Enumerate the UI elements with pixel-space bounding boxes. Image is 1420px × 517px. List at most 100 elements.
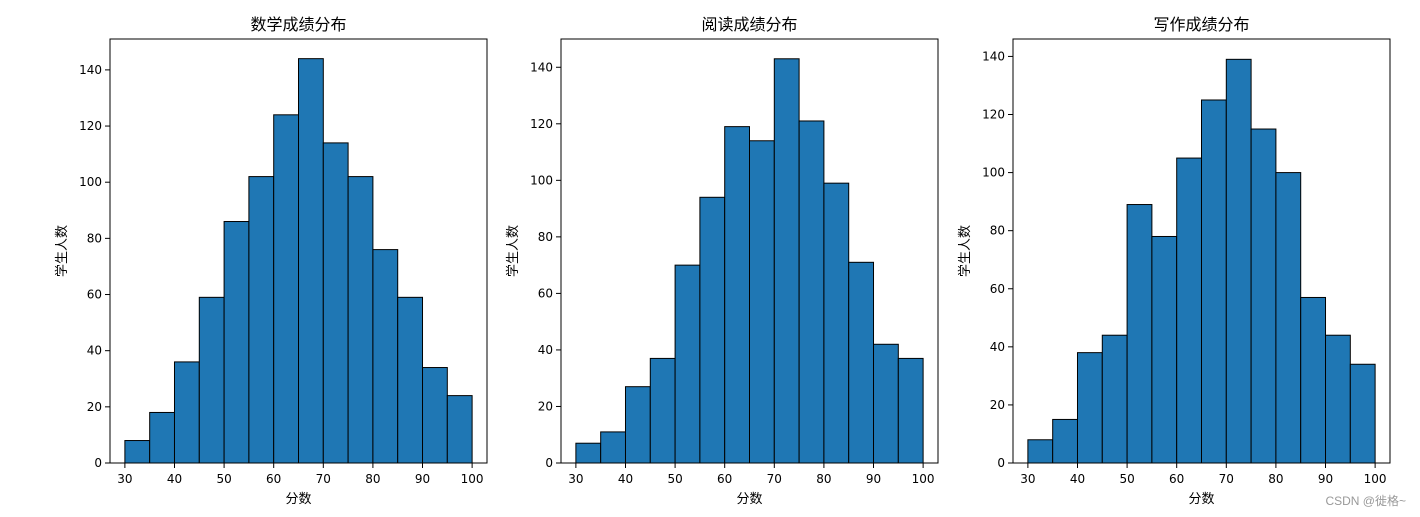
y-tick-label: 100: [982, 166, 1005, 180]
histogram-bar: [1325, 334, 1351, 464]
y-tick-label: 140: [79, 63, 102, 77]
histogram-bar: [699, 196, 726, 464]
y-tick-label: 80: [990, 224, 1005, 238]
subplot-1: 30 40 50 60 70 80 90 100 0 20 40 60 80 100 120 140 数学成绩分…: [54, 15, 488, 507]
histogram-bar: [298, 58, 324, 464]
histogram-bar: [1151, 235, 1178, 464]
x-tick-label: 90: [866, 472, 881, 486]
y-tick-label: 120: [982, 108, 1005, 122]
histogram-bar: [397, 296, 424, 464]
y-tick-label: 60: [990, 282, 1005, 296]
histogram-bar: [823, 182, 850, 464]
x-tick-label: 60: [266, 472, 281, 486]
histogram-bar: [149, 411, 175, 464]
y-tick-label: 100: [530, 173, 553, 187]
x-tick-label: 100: [912, 472, 935, 486]
y-tick-label: 40: [538, 343, 553, 357]
histogram-bar: [273, 114, 299, 464]
y-tick-label: 80: [87, 231, 102, 245]
subplot-3: 30 40 50 60 70 80 90 100 0 20 40 60 80 100 120 140 写作成绩分…: [957, 15, 1391, 507]
histogram-bar: [649, 357, 676, 464]
x-tick-label: 50: [216, 472, 231, 486]
x-tick-label: 100: [461, 472, 484, 486]
y-tick-label: 40: [87, 344, 102, 358]
y-tick-label: 120: [530, 117, 553, 131]
histogram-bar: [1349, 363, 1376, 464]
y-axis-label: 学生人数: [505, 225, 521, 277]
x-axis-label: 分数: [1188, 492, 1214, 507]
y-tick-label: 120: [79, 119, 102, 133]
x-tick-label: 40: [618, 472, 633, 486]
y-tick-label: 20: [87, 400, 102, 414]
x-tick-label: 30: [1020, 472, 1035, 486]
y-axis-label: 学生人数: [957, 225, 973, 277]
x-axis-label: 分数: [285, 492, 311, 507]
y-tick-label: 40: [990, 340, 1005, 354]
histogram-bar: [897, 357, 924, 464]
histogram-bar: [173, 361, 200, 464]
histogram-bar: [773, 58, 800, 464]
histogram-bar: [446, 395, 473, 464]
y-tick-label: 140: [530, 60, 553, 74]
x-tick-label: 70: [767, 472, 782, 486]
x-axis-label: 分数: [736, 492, 762, 507]
x-tick-label: 40: [167, 472, 182, 486]
y-tick-label: 60: [87, 288, 102, 302]
histogram-bar: [848, 261, 875, 464]
y-tick-label: 60: [538, 286, 553, 300]
histogram-bar: [1225, 58, 1252, 464]
axes-frame: [560, 38, 939, 464]
histogram-bar: [873, 343, 899, 464]
histogram-bar: [198, 296, 225, 464]
histogram-bar: [1300, 296, 1327, 464]
y-tick-label: 20: [538, 399, 553, 413]
histogram-bar: [124, 440, 151, 464]
histogram-bar: [347, 176, 374, 464]
histogram-bar: [1101, 334, 1128, 464]
chart-title: 数学成绩分布: [250, 15, 346, 34]
x-tick-label: 80: [365, 472, 380, 486]
histogram-bar: [1250, 128, 1277, 464]
histogram-bar: [1126, 204, 1153, 464]
histogram-bar: [798, 120, 825, 464]
y-axis-label: 学生人数: [54, 225, 70, 277]
histogram-bar: [372, 249, 399, 464]
x-tick-label: 80: [1268, 472, 1283, 486]
histogram-bar: [322, 142, 349, 464]
x-tick-label: 60: [1169, 472, 1184, 486]
x-tick-label: 40: [1070, 472, 1085, 486]
x-tick-label: 90: [415, 472, 430, 486]
axes-frame: [1012, 38, 1391, 464]
y-tick-label: 80: [538, 230, 553, 244]
histogram-bar: [674, 264, 701, 464]
x-tick-label: 90: [1318, 472, 1333, 486]
x-tick-label: 30: [117, 472, 132, 486]
histogram-bar: [1027, 439, 1054, 464]
histogram-bar: [1052, 418, 1078, 464]
histogram-bar: [1176, 157, 1203, 464]
histogram-bar: [1201, 99, 1227, 464]
y-tick-label: 100: [79, 175, 102, 189]
x-tick-label: 100: [1364, 472, 1387, 486]
histogram-bar: [624, 386, 651, 464]
histogram-bar: [223, 221, 250, 464]
x-tick-label: 50: [1119, 472, 1134, 486]
axes-frame: [109, 38, 488, 464]
histogram-bar: [248, 176, 275, 464]
histogram-bar: [1076, 352, 1103, 464]
subplot-2: 30 40 50 60 70 80 90 100 0 20 40 60 80 100 120 140 阅读成绩分…: [505, 15, 939, 507]
x-tick-label: 50: [667, 472, 682, 486]
y-tick-label: 0: [997, 456, 1005, 470]
y-tick-label: 20: [990, 398, 1005, 412]
x-tick-label: 70: [316, 472, 331, 486]
x-tick-label: 80: [816, 472, 831, 486]
histogram-bar: [422, 367, 448, 464]
chart-title: 阅读成绩分布: [701, 15, 797, 34]
y-tick-label: 140: [982, 49, 1005, 63]
x-tick-label: 30: [568, 472, 583, 486]
x-tick-label: 70: [1219, 472, 1234, 486]
watermark: CSDN @徙格~: [1325, 494, 1406, 508]
x-tick-label: 60: [717, 472, 732, 486]
histogram-bar: [600, 431, 626, 464]
